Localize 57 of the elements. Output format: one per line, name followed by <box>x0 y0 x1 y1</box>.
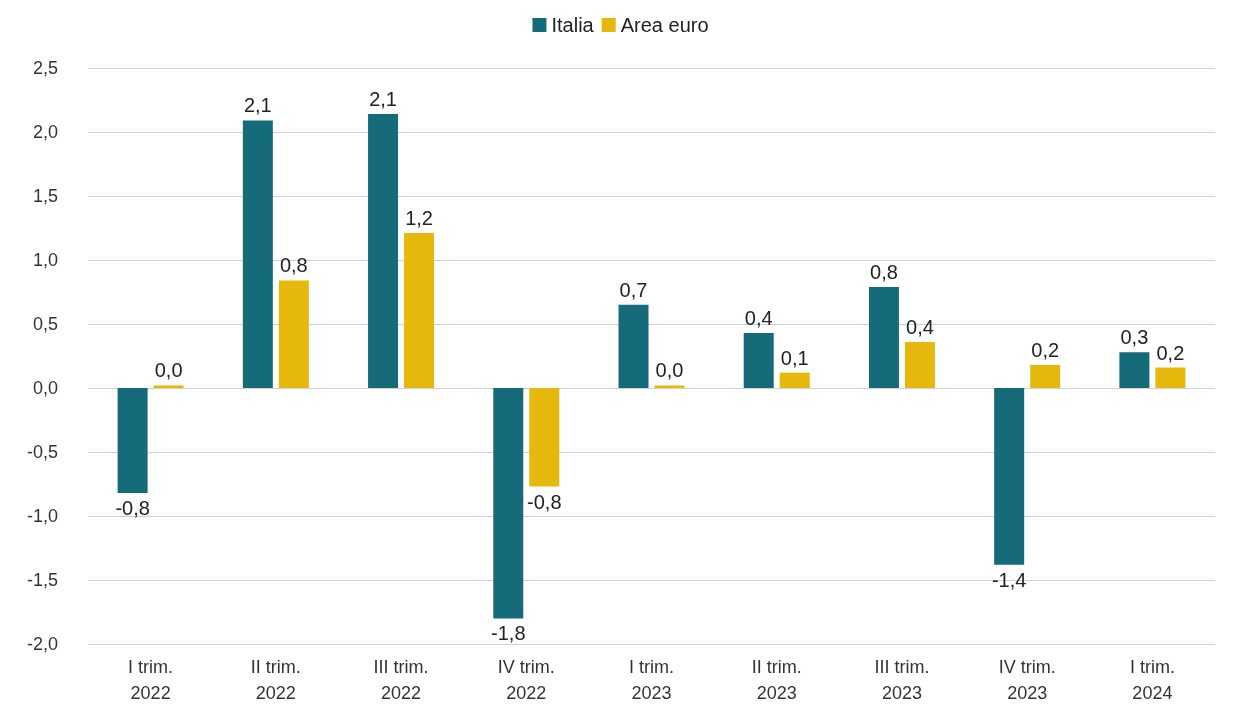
data-label: -1,4 <box>991 568 1027 591</box>
data-label: -1,8 <box>491 622 526 645</box>
y-tick-label: 0,5 <box>32 314 58 334</box>
x-tick-label: I trim. 2024 <box>1129 657 1175 703</box>
y-tick-label: 1,0 <box>32 250 58 270</box>
x-tick-label: IV trim. 2022 <box>497 657 555 703</box>
data-label: 0,0 <box>655 359 684 382</box>
bar <box>1155 367 1186 388</box>
bar <box>1119 352 1150 388</box>
data-label: 0,1 <box>780 346 809 369</box>
x-tick-label: I trim. 2022 <box>128 657 174 703</box>
bar <box>493 388 524 619</box>
x-tick-label: II trim. 2022 <box>250 657 301 703</box>
x-tick-label: II trim. 2023 <box>751 657 802 703</box>
bar <box>242 120 273 388</box>
bar <box>404 233 435 388</box>
data-label: 0,7 <box>619 278 648 301</box>
bar <box>868 286 899 388</box>
data-label: 0,2 <box>1031 338 1060 361</box>
y-tick-label: -1,0 <box>26 506 58 526</box>
data-label: 0,4 <box>906 315 934 338</box>
y-tick-label: -0,5 <box>26 442 58 462</box>
bar <box>153 385 184 388</box>
data-label: 2,1 <box>243 94 272 117</box>
y-tick-label: -1,5 <box>26 570 58 590</box>
bar <box>743 332 774 388</box>
legend-label: Italia <box>551 14 595 36</box>
data-label: -0,8 <box>527 490 562 513</box>
data-label: 1,2 <box>405 207 433 230</box>
y-tick-label: 2,0 <box>32 122 58 142</box>
data-label: 0,4 <box>744 306 773 329</box>
bar <box>618 304 649 388</box>
data-label: -0,8 <box>115 496 150 519</box>
data-label: 0,8 <box>279 254 308 277</box>
y-tick-label: -2,0 <box>26 634 58 654</box>
bar <box>368 114 399 388</box>
bar <box>994 388 1025 565</box>
y-tick-label: 2,5 <box>32 58 58 78</box>
x-tick-label: I trim. 2023 <box>629 657 674 703</box>
bar <box>654 385 685 388</box>
y-tick-label: 1,5 <box>32 186 58 206</box>
bar <box>117 388 148 493</box>
data-label: 2,1 <box>369 88 397 111</box>
x-tick-label: IV trim. 2023 <box>998 657 1056 703</box>
bar <box>1030 364 1061 388</box>
x-tick-label: III trim. 2022 <box>373 657 429 703</box>
bar <box>779 372 810 388</box>
y-tick-label: 0,0 <box>32 378 58 398</box>
data-label: 0,0 <box>154 359 183 382</box>
bar <box>278 280 309 388</box>
data-label: 0,8 <box>870 260 898 283</box>
data-label: 0,2 <box>1156 341 1185 364</box>
legend-label: Area euro <box>620 14 709 36</box>
data-label: 0,3 <box>1120 326 1149 349</box>
bar <box>529 388 560 487</box>
bar <box>904 341 935 388</box>
x-tick-label: III trim. 2023 <box>874 657 930 703</box>
